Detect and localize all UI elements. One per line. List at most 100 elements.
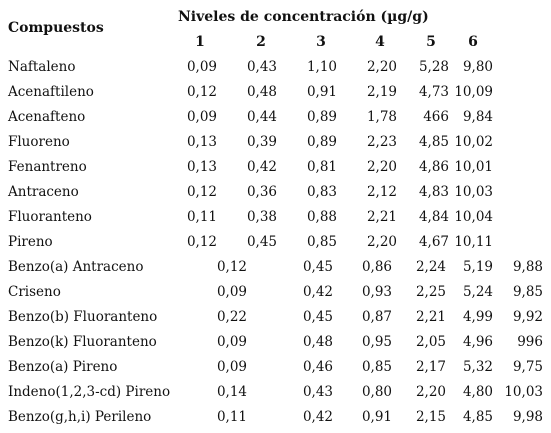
concentration-value: 1,10 bbox=[306, 59, 337, 75]
table-row: Acenafteno 0,09 0,44 0,89 1,78 466 9,84 bbox=[0, 109, 551, 133]
table-row: Benzo(k) Fluoranteno 0,09 0,48 0,95 2,05 4,96… bbox=[0, 334, 551, 358]
concentration-value: 0,43 bbox=[302, 384, 333, 400]
table-row: Pireno 0,12 0,45 0,85 2,20 4,67 10,11 bbox=[0, 234, 551, 258]
concentration-value: 9,75 bbox=[512, 359, 543, 375]
concentration-value: 0,93 bbox=[361, 284, 392, 300]
concentration-value: 0,81 bbox=[306, 159, 337, 175]
concentration-value: 0,11 bbox=[216, 409, 247, 425]
concentration-value: 0,13 bbox=[186, 159, 217, 175]
concentration-value: 0,89 bbox=[306, 134, 337, 150]
concentration-value: 4,84 bbox=[418, 209, 449, 225]
concentration-value: 0,22 bbox=[216, 309, 247, 325]
concentration-value: 2,20 bbox=[415, 384, 446, 400]
table-row: Naftaleno 0,09 0,43 1,10 2,20 5,28 9,80 bbox=[0, 59, 551, 83]
concentration-value: 0,14 bbox=[216, 384, 247, 400]
concentration-value: 4,86 bbox=[418, 159, 449, 175]
concentration-value: 0,45 bbox=[302, 259, 333, 275]
concentration-value: 4,73 bbox=[418, 84, 449, 100]
concentration-value: 0,89 bbox=[306, 109, 337, 125]
concentration-value: 0,42 bbox=[302, 284, 333, 300]
concentration-value: 9,80 bbox=[462, 59, 493, 75]
table-row: Criseno 0,09 0,42 0,93 2,25 5,24 9,85 bbox=[0, 284, 551, 308]
compound-name: Fluoranteno bbox=[8, 209, 92, 225]
concentration-value: 0,43 bbox=[246, 59, 277, 75]
concentration-value: 0,36 bbox=[246, 184, 277, 200]
compound-name: Benzo(a) Antraceno bbox=[8, 259, 144, 275]
concentration-value: 0,85 bbox=[306, 234, 337, 250]
concentration-value: 1,78 bbox=[366, 109, 397, 125]
concentration-value: 0,91 bbox=[361, 409, 392, 425]
concentration-value: 10,03 bbox=[454, 184, 493, 200]
concentration-value: 2,05 bbox=[415, 334, 446, 350]
table-row: Antraceno 0,12 0,36 0,83 2,12 4,83 10,03 bbox=[0, 184, 551, 208]
concentration-value: 9,92 bbox=[512, 309, 543, 325]
concentration-value: 0,12 bbox=[186, 84, 217, 100]
concentration-value: 10,11 bbox=[454, 234, 493, 250]
concentration-value: 10,03 bbox=[504, 384, 543, 400]
concentration-value: 0,13 bbox=[186, 134, 217, 150]
concentration-value: 2,20 bbox=[366, 234, 397, 250]
concentration-value: 0,46 bbox=[302, 359, 333, 375]
concentration-value: 10,09 bbox=[454, 84, 493, 100]
concentration-value: 0,86 bbox=[361, 259, 392, 275]
level-number: 5 bbox=[426, 34, 436, 50]
concentration-value: 5,24 bbox=[462, 284, 493, 300]
concentration-value: 466 bbox=[423, 109, 449, 125]
concentration-value: 0,09 bbox=[216, 359, 247, 375]
concentration-value: 4,85 bbox=[462, 409, 493, 425]
concentration-value: 2,17 bbox=[415, 359, 446, 375]
concentration-value: 0,88 bbox=[306, 209, 337, 225]
concentration-value: 4,96 bbox=[462, 334, 493, 350]
concentration-value: 0,48 bbox=[302, 334, 333, 350]
compounds-header: Compuestos bbox=[8, 20, 104, 36]
concentration-value: 0,91 bbox=[306, 84, 337, 100]
concentration-value: 0,12 bbox=[216, 259, 247, 275]
concentration-value: 0,12 bbox=[186, 234, 217, 250]
concentration-value: 0,38 bbox=[246, 209, 277, 225]
concentration-value: 0,45 bbox=[246, 234, 277, 250]
concentration-value: 4,67 bbox=[418, 234, 449, 250]
concentration-value: 4,99 bbox=[462, 309, 493, 325]
concentration-value: 4,85 bbox=[418, 134, 449, 150]
concentration-value: 0,09 bbox=[186, 59, 217, 75]
concentration-value: 9,98 bbox=[512, 409, 543, 425]
concentration-value: 2,20 bbox=[366, 159, 397, 175]
table-row: Acenaftileno 0,12 0,48 0,91 2,19 4,73 10,09 bbox=[0, 84, 551, 108]
level-number: 6 bbox=[468, 34, 478, 50]
concentration-value: 0,11 bbox=[186, 209, 217, 225]
concentration-value: 0,48 bbox=[246, 84, 277, 100]
table-row: Benzo(a) Pireno 0,09 0,46 0,85 2,17 5,32 9,75 bbox=[0, 359, 551, 383]
table-row: Benzo(b) Fluoranteno 0,22 0,45 0,87 2,21 4,99… bbox=[0, 309, 551, 333]
concentration-value: 0,83 bbox=[306, 184, 337, 200]
level-number: 1 bbox=[195, 34, 205, 50]
compound-name: Benzo(a) Pireno bbox=[8, 359, 118, 375]
concentration-value: 10,04 bbox=[454, 209, 493, 225]
concentration-value: 0,09 bbox=[186, 109, 217, 125]
concentration-value: 2,21 bbox=[415, 309, 446, 325]
concentration-value: 2,20 bbox=[366, 59, 397, 75]
concentration-value: 2,24 bbox=[415, 259, 446, 275]
compound-name: Criseno bbox=[8, 284, 61, 300]
compound-name: Benzo(b) Fluoranteno bbox=[8, 309, 158, 325]
concentration-value: 4,83 bbox=[418, 184, 449, 200]
table-row: Indeno(1,2,3-cd) Pireno 0,14 0,43 0,80 2,20 4… bbox=[0, 384, 551, 408]
concentration-value: 2,15 bbox=[415, 409, 446, 425]
concentration-value: 9,85 bbox=[512, 284, 543, 300]
concentration-value: 10,02 bbox=[454, 134, 493, 150]
compound-name: Antraceno bbox=[8, 184, 79, 200]
concentration-value: 5,19 bbox=[462, 259, 493, 275]
concentration-value: 0,42 bbox=[302, 409, 333, 425]
concentration-value: 2,19 bbox=[366, 84, 397, 100]
compound-name: Benzo(k) Fluoranteno bbox=[8, 334, 157, 350]
concentration-value: 0,85 bbox=[361, 359, 392, 375]
table-row: Fenantreno 0,13 0,42 0,81 2,20 4,86 10,01 bbox=[0, 159, 551, 183]
table-row: Fluoreno 0,13 0,39 0,89 2,23 4,85 10,02 bbox=[0, 134, 551, 158]
compound-name: Indeno(1,2,3-cd) Pireno bbox=[8, 384, 171, 400]
table-row: Benzo(g,h,i) Perileno 0,11 0,42 0,91 2,15 4,8… bbox=[0, 409, 551, 433]
level-number: 2 bbox=[256, 34, 266, 50]
concentration-value: 0,95 bbox=[361, 334, 392, 350]
level-number: 4 bbox=[375, 34, 385, 50]
concentration-value: 0,12 bbox=[186, 184, 217, 200]
concentration-value: 2,23 bbox=[366, 134, 397, 150]
concentration-value: 2,12 bbox=[366, 184, 397, 200]
